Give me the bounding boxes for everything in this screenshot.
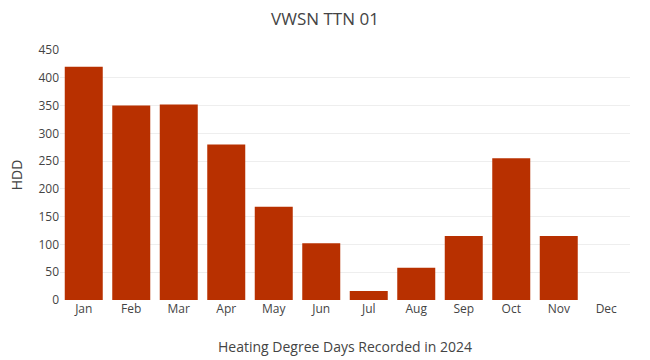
svg-text:400: 400 — [38, 69, 59, 86]
svg-text:50: 50 — [45, 263, 59, 280]
svg-text:Oct: Oct — [502, 300, 521, 317]
svg-text:350: 350 — [38, 97, 59, 114]
svg-text:Sep: Sep — [453, 300, 474, 317]
svg-text:Feb: Feb — [121, 300, 141, 317]
svg-text:250: 250 — [38, 152, 59, 169]
svg-text:Jul: Jul — [361, 300, 376, 317]
svg-text:200: 200 — [38, 180, 59, 197]
svg-text:HDD: HDD — [7, 160, 26, 191]
svg-text:Heating Degree Days Recorded i: Heating Degree Days Recorded in 2024 — [218, 337, 472, 356]
svg-text:Jan: Jan — [74, 300, 92, 317]
svg-text:Dec: Dec — [596, 300, 617, 317]
svg-text:Jun: Jun — [311, 300, 330, 317]
svg-text:150: 150 — [38, 208, 59, 225]
svg-text:300: 300 — [38, 125, 59, 142]
svg-text:VWSN TTN 01: VWSN TTN 01 — [271, 7, 379, 30]
svg-text:Mar: Mar — [168, 300, 190, 317]
svg-text:Apr: Apr — [216, 300, 236, 317]
svg-text:May: May — [262, 300, 286, 317]
svg-text:0: 0 — [52, 291, 59, 308]
svg-text:450: 450 — [38, 41, 59, 58]
svg-text:Nov: Nov — [548, 300, 570, 317]
svg-text:Aug: Aug — [406, 300, 428, 317]
svg-text:100: 100 — [38, 236, 59, 253]
